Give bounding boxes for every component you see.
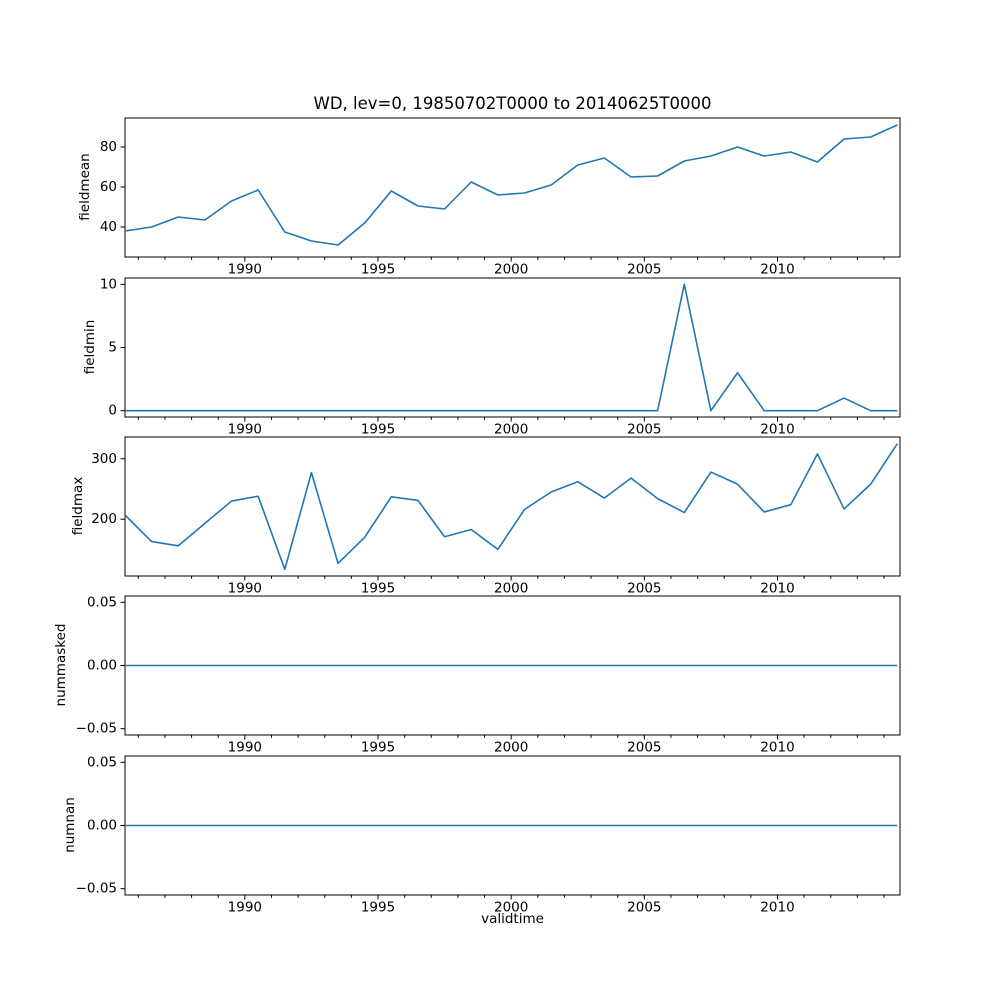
y-tick-label: 10 [100, 276, 117, 292]
x-tick-label: 1995 [361, 581, 395, 597]
fieldmin-line [125, 283, 898, 412]
x-tick-label: 2000 [494, 262, 528, 278]
x-tick-label: 2000 [494, 581, 528, 597]
x-tick-label: 2005 [627, 900, 661, 916]
y-tick-label: 0.00 [87, 818, 117, 834]
subplot-fieldmax: 200 300 1990 1995 2000 2005 2010 [91, 436, 901, 597]
y-tick-label: 0 [108, 403, 117, 419]
y-tick-label: 80 [100, 139, 117, 155]
x-tick-label: 1995 [361, 262, 395, 278]
ylabel-fieldmin: fieldmin [82, 319, 98, 375]
x-tick-label: 2005 [627, 422, 661, 438]
x-tick-label: 2010 [760, 900, 794, 916]
y-tick-label: 0.00 [87, 658, 117, 674]
ylabel-fieldmean: fieldmean [77, 153, 93, 221]
chart-title: WD, lev=0, 19850702T0000 to 20140625T000… [313, 94, 712, 113]
subplot-fieldmean: 40 60 80 1990 1995 2000 2005 2010 [100, 117, 901, 278]
subplot-fieldmin: 0 5 10 1990 1995 2000 2005 2010 [100, 276, 901, 438]
x-tick-label: 1995 [361, 740, 395, 756]
ylabel-nummasked: nummasked [53, 623, 69, 707]
x-tick-label: 2010 [760, 581, 794, 597]
x-tick-label: 2010 [760, 262, 794, 278]
x-tick-label: 2010 [760, 422, 794, 438]
ylabel-numnan: numnan [62, 797, 78, 853]
x-tick-label: 2010 [760, 740, 794, 756]
fieldmean-line [124, 124, 898, 246]
x-tick-label: 1995 [361, 900, 395, 916]
y-tick-label: −0.05 [76, 721, 117, 737]
y-tick-label: 60 [100, 179, 117, 195]
x-tick-label: 1990 [228, 262, 262, 278]
y-tick-label: 5 [108, 340, 117, 356]
y-tick-label: 0.05 [87, 594, 117, 610]
axes-box [124, 277, 901, 418]
y-tick-label: 300 [91, 451, 117, 467]
x-tick-label: 2005 [627, 740, 661, 756]
x-tick-label: 2005 [627, 262, 661, 278]
x-tick-label: 1990 [228, 422, 262, 438]
axes-box [124, 436, 901, 577]
x-axis-label: validtime [481, 911, 544, 927]
x-tick-label: 2000 [494, 740, 528, 756]
x-tick-label: 2000 [494, 422, 528, 438]
ylabel-fieldmax: fieldmax [70, 476, 86, 536]
x-tick-label: 2005 [627, 581, 661, 597]
x-tick-label: 1990 [228, 581, 262, 597]
fieldmax-line [124, 443, 899, 571]
x-tick-label: 1990 [228, 900, 262, 916]
axes-box [124, 117, 901, 258]
subplot-numnan: −0.05 0.00 0.05 1990 1995 2000 2005 2010 [76, 754, 901, 916]
y-tick-label: 40 [100, 219, 117, 235]
x-tick-label: 2000 [494, 900, 528, 916]
y-tick-label: −0.05 [76, 881, 117, 897]
y-tick-label: 0.05 [87, 754, 117, 770]
x-tick-label: 1990 [228, 740, 262, 756]
x-tick-label: 1995 [361, 422, 395, 438]
subplot-nummasked: −0.05 0.00 0.05 1990 1995 2000 2005 2010 [76, 594, 901, 756]
y-tick-label: 200 [91, 511, 117, 527]
